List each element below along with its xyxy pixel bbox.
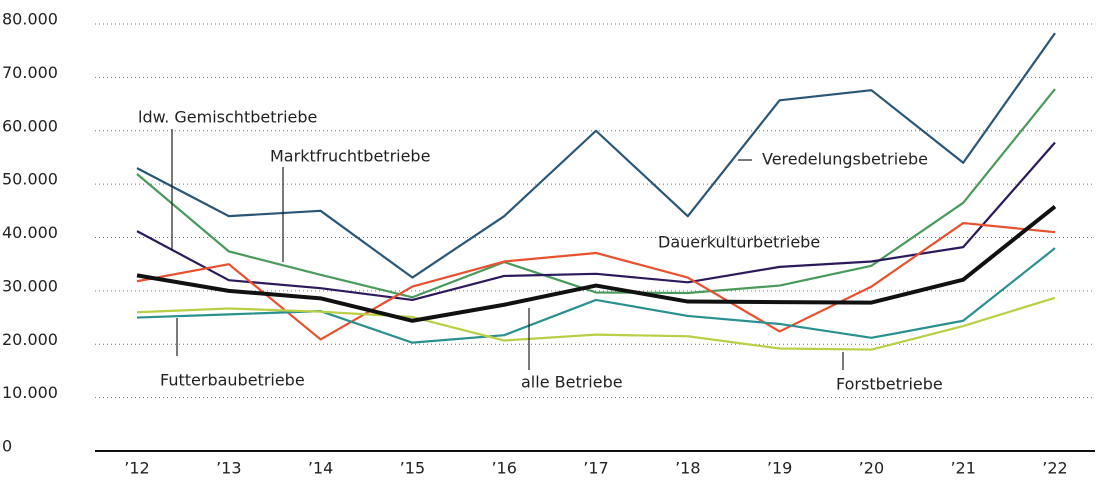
series-line [136, 32, 1056, 279]
series-label: Forstbetriebe [836, 375, 943, 394]
x-tick-label: ’20 [859, 459, 884, 478]
series-line [136, 221, 1056, 341]
x-tick-label: ’12 [124, 459, 149, 478]
y-tick-label: 80.000 [2, 10, 58, 29]
x-tick-label: ’17 [583, 459, 608, 478]
y-tick-label: 60.000 [2, 116, 58, 135]
series-label: ldw. Gemischtbetriebe [138, 108, 317, 127]
x-tick-label: ’16 [491, 459, 516, 478]
series-line [136, 296, 1056, 351]
series-label: Dauerkulturbetriebe [658, 233, 820, 252]
x-tick-label: ’15 [400, 459, 425, 478]
x-tick-label: ’22 [1042, 459, 1067, 478]
series-label: Veredelungsbetriebe [762, 150, 928, 169]
x-tick-label: ’21 [950, 459, 975, 478]
y-tick-label: 40.000 [2, 223, 58, 242]
y-tick-label: 50.000 [2, 170, 58, 189]
series-line [136, 204, 1057, 323]
y-tick-label: 0 [2, 437, 12, 456]
series-label: Marktfruchtbetriebe [270, 147, 430, 166]
series-label: Futterbaubetriebe [160, 371, 305, 390]
x-tick-label: ’14 [308, 459, 333, 478]
y-tick-label: 10.000 [2, 383, 58, 402]
x-tick-label: ’13 [216, 459, 241, 478]
series-label: alle Betriebe [521, 373, 623, 392]
series-line [136, 141, 1056, 302]
y-tick-label: 70.000 [2, 63, 58, 82]
y-tick-label: 30.000 [2, 276, 58, 295]
x-tick-label: ’18 [675, 459, 700, 478]
y-tick-label: 20.000 [2, 330, 58, 349]
x-tick-label: ’19 [767, 459, 792, 478]
series-line [136, 247, 1056, 344]
series-line [136, 88, 1056, 299]
